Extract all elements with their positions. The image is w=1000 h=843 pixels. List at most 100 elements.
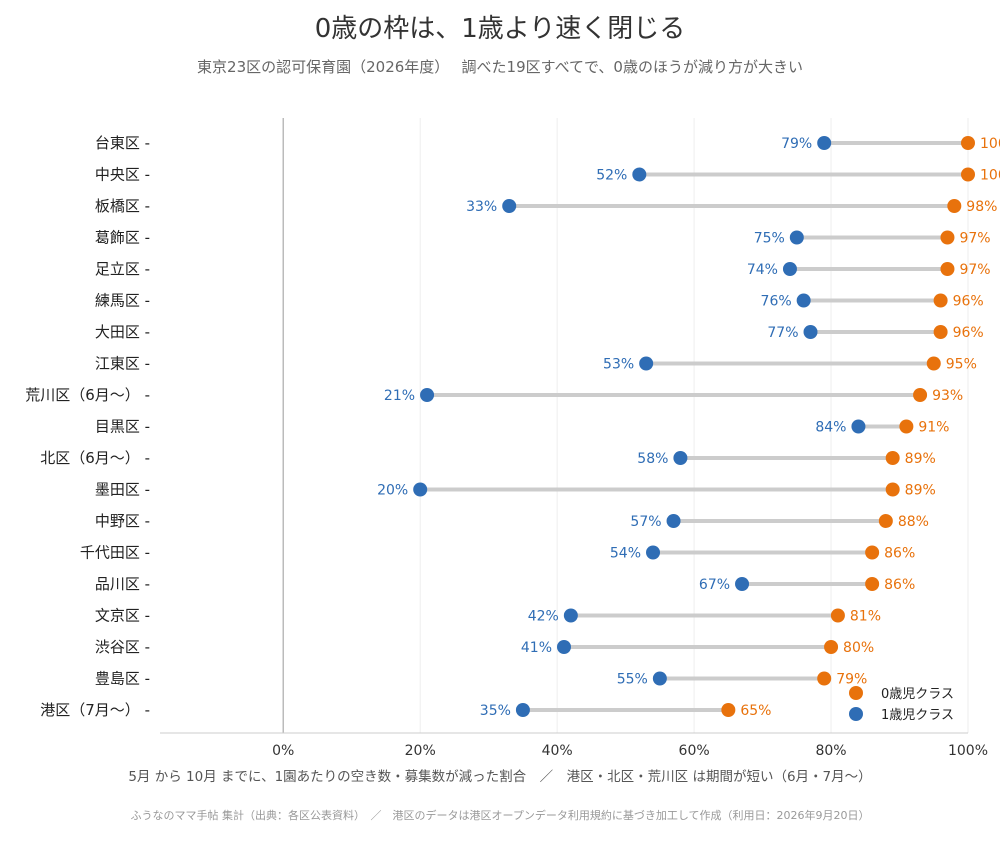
y-tick-label: 港区（7月～） -: [40, 701, 150, 719]
data-label-1yo: 53%: [603, 357, 634, 373]
point-1yo: [502, 199, 517, 213]
y-tick-label: 練馬区 -: [95, 292, 150, 310]
x-tick-label: 0%: [272, 743, 294, 759]
data-label-0yo: 100%: [980, 168, 1000, 184]
y-tick-label: 目黒区 -: [95, 418, 150, 436]
data-label-0yo: 96%: [953, 325, 984, 341]
data-label-0yo: 86%: [884, 577, 915, 593]
point-1yo: [646, 545, 661, 560]
data-label-0yo: 100%: [980, 136, 1000, 152]
legend-marker: [849, 707, 863, 721]
y-tick-label: 千代田区 -: [80, 544, 150, 562]
source-footnote: ふうなのママ手帖 集計（出典：各区公表資料） ／ 港区のデータは港区オープンデー…: [130, 809, 870, 822]
y-tick-label: 中央区 -: [95, 166, 150, 184]
point-0yo: [933, 325, 948, 339]
x-tick-label: 80%: [815, 743, 846, 759]
point-0yo: [961, 167, 975, 182]
point-0yo: [926, 356, 941, 371]
data-label-1yo: 74%: [747, 262, 778, 278]
point-1yo: [789, 230, 804, 245]
data-label-1yo: 55%: [617, 672, 648, 688]
point-1yo: [817, 136, 832, 150]
y-tick-label: 豊島区 -: [95, 670, 150, 688]
data-label-0yo: 93%: [932, 388, 963, 404]
data-label-0yo: 86%: [884, 546, 915, 562]
point-1yo: [735, 577, 750, 591]
point-0yo: [961, 136, 975, 150]
data-label-1yo: 42%: [528, 609, 559, 625]
point-1yo: [851, 419, 866, 434]
point-0yo: [865, 577, 880, 591]
point-1yo: [515, 703, 530, 717]
x-tick-label: 60%: [679, 743, 710, 759]
point-1yo: [563, 608, 578, 623]
point-1yo: [796, 293, 811, 308]
point-0yo: [885, 451, 900, 465]
x-tick-label: 20%: [405, 743, 436, 759]
data-label-1yo: 20%: [377, 483, 408, 499]
data-label-1yo: 76%: [761, 294, 792, 310]
data-label-1yo: 75%: [754, 231, 785, 247]
data-label-1yo: 84%: [815, 420, 846, 436]
y-tick-label: 中野区 -: [95, 512, 150, 530]
data-label-0yo: 89%: [905, 451, 936, 467]
data-label-0yo: 95%: [946, 357, 977, 373]
data-label-0yo: 96%: [953, 294, 984, 310]
point-1yo: [639, 356, 654, 371]
data-label-1yo: 33%: [466, 199, 497, 215]
y-tick-label: 文京区 -: [95, 607, 150, 625]
point-1yo: [803, 325, 818, 339]
legend-label: 0歳児クラス: [881, 687, 954, 702]
data-label-1yo: 35%: [480, 703, 511, 719]
data-label-0yo: 79%: [836, 672, 867, 688]
legend-marker: [849, 686, 863, 700]
point-0yo: [817, 671, 832, 686]
data-label-0yo: 91%: [918, 420, 949, 436]
y-tick-label: 台東区 -: [95, 134, 150, 152]
data-label-0yo: 88%: [898, 514, 929, 530]
y-tick-label: 品川区 -: [95, 575, 150, 593]
data-label-0yo: 65%: [740, 703, 771, 719]
chart-subtitle: 東京23区の認可保育園（2026年度） 調べた19区すべてで、0歳のほうが減り方…: [197, 58, 803, 76]
data-label-1yo: 67%: [699, 577, 730, 593]
point-0yo: [913, 388, 928, 402]
point-1yo: [782, 262, 797, 276]
data-label-0yo: 80%: [843, 640, 874, 656]
data-label-1yo: 41%: [521, 640, 552, 656]
data-label-1yo: 54%: [610, 546, 641, 562]
data-label-1yo: 57%: [630, 514, 661, 530]
point-1yo: [420, 388, 435, 402]
data-label-1yo: 52%: [596, 168, 627, 184]
point-1yo: [673, 451, 688, 465]
point-1yo: [652, 671, 667, 686]
data-label-0yo: 98%: [966, 199, 997, 215]
chart-title: 0歳の枠は、1歳より速く閉じる: [314, 14, 686, 44]
point-0yo: [865, 545, 880, 560]
x-axis-label: 5月 から 10月 までに、1園あたりの空き数・募集数が減った割合 ／ 港区・北…: [128, 769, 872, 785]
point-1yo: [632, 167, 647, 182]
y-tick-label: 墨田区 -: [95, 481, 150, 499]
point-1yo: [666, 514, 681, 528]
data-label-1yo: 21%: [384, 388, 415, 404]
y-tick-label: 板橋区 -: [95, 197, 150, 215]
y-tick-label: 荒川区（6月～） -: [25, 386, 150, 404]
point-0yo: [721, 703, 736, 717]
y-tick-label: 渋谷区 -: [95, 638, 150, 656]
data-label-0yo: 97%: [959, 231, 990, 247]
data-label-0yo: 97%: [959, 262, 990, 278]
y-tick-label: 江東区 -: [95, 355, 150, 373]
point-0yo: [940, 230, 955, 245]
data-label-0yo: 81%: [850, 609, 881, 625]
data-label-1yo: 58%: [637, 451, 668, 467]
point-0yo: [940, 262, 955, 276]
point-0yo: [933, 293, 948, 308]
point-1yo: [413, 482, 428, 497]
y-tick-label: 大田区 -: [95, 323, 150, 341]
point-0yo: [824, 640, 839, 654]
data-label-0yo: 89%: [905, 483, 936, 499]
point-0yo: [947, 199, 962, 213]
data-label-1yo: 79%: [781, 136, 812, 152]
x-tick-label: 100%: [948, 743, 988, 759]
y-tick-label: 足立区 -: [95, 260, 150, 278]
